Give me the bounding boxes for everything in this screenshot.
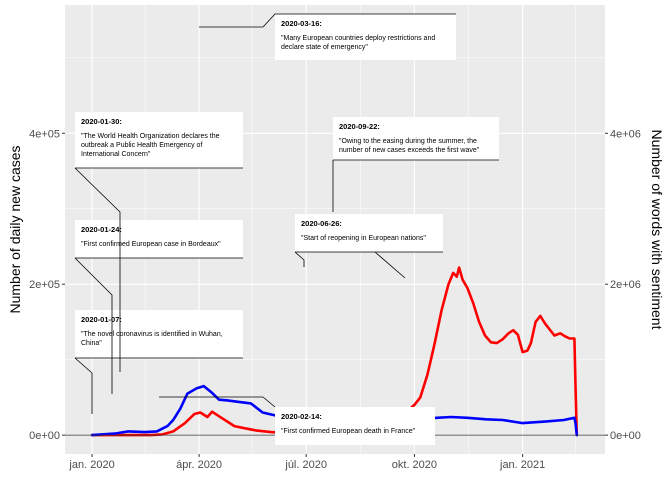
annotation-date: 2020-03-16: [281, 19, 322, 28]
annotation-text: China" [81, 340, 102, 347]
annotation-date: 2020-06-26: [301, 219, 342, 228]
annotation-box [295, 214, 443, 252]
y2-tick-label: 2e+06 [610, 279, 641, 291]
annotation-text: "First confirmed European death in Franc… [281, 428, 416, 435]
annotation-leader [74, 167, 121, 372]
annotation-date: 2020-01-30: [81, 117, 122, 126]
annotation-6: 2020-09-22: "Owing to the easing during t… [332, 117, 499, 212]
annotation-leader [74, 257, 113, 394]
x-tick-label: jan. 2021 [499, 459, 545, 471]
annotation-leader [74, 357, 93, 414]
annotation-text: outbreak a Public Health Emergency of [81, 142, 202, 149]
y-tick-label: 4e+05 [29, 128, 60, 140]
annotation-date: 2020-01-24: [81, 225, 122, 234]
annotation-text: declare state of emergency" [281, 44, 368, 51]
annotation-leader [262, 396, 276, 408]
annotation-leader [374, 251, 406, 279]
annotation-1: 2020-01-24: "First confirmed European cas… [74, 220, 243, 394]
annotation-2: 2020-01-30: "The World Health Organizatio… [74, 112, 243, 372]
annotation-leader [294, 251, 305, 267]
annotation-date: 2020-02-14: [281, 412, 322, 421]
annotation-text: "First confirmed European case in Bordea… [81, 241, 221, 248]
annotation-4: 2020-03-16: "Many European countries depl… [199, 13, 456, 60]
annotation-date: 2020-09-22: [339, 122, 380, 131]
annotation-5: 2020-06-26: "Start of reopening in Europe… [294, 214, 443, 279]
annotation-date: 2020-01-07: [81, 315, 122, 324]
y2-tick-label: 0e+00 [610, 430, 641, 442]
annotation-text: "The novel coronavirus is identified in … [81, 331, 223, 338]
annotation-text: "Owing to the easing during the summer, … [339, 138, 477, 145]
annotation-text: number of new cases exceeds the first wa… [339, 147, 480, 154]
annotation-text: "Start of reopening in European nations" [301, 235, 426, 242]
annotation-box [333, 117, 499, 160]
axes-layer: jan. 2020 ápr. 2020 júl. 2020 okt. 2020 jan.… [29, 128, 641, 471]
series-line-0 [90, 266, 579, 437]
x-tick-label: ápr. 2020 [176, 459, 222, 471]
y-tick-label: 0e+00 [29, 430, 60, 442]
annotation-box [275, 14, 456, 60]
annotation-box [275, 407, 435, 445]
y2-tick-label: 4e+06 [610, 128, 641, 140]
annotation-0: 2020-01-07: "The novel coronavirus is ide… [74, 310, 243, 414]
annotation-box [75, 310, 243, 358]
annotation-text: "Many European countries deploy restrict… [281, 35, 435, 42]
x-tick-label: jan. 2020 [68, 459, 114, 471]
annotation-leader [262, 13, 456, 28]
y2-axis-title: Number of words with sentiment [649, 130, 665, 330]
annotation-text: International Concern" [81, 151, 151, 158]
annotation-3: 2020-02-14: "First confirmed European dea… [159, 396, 435, 445]
y-axis-title: Number of daily new cases [7, 145, 23, 313]
annotation-box [75, 220, 243, 258]
y-tick-label: 2e+05 [29, 279, 60, 291]
annotation-box [75, 112, 243, 168]
x-tick-label: júl. 2020 [284, 459, 327, 471]
annotation-text: "The World Health Organization declares … [81, 133, 220, 140]
x-tick-label: okt. 2020 [392, 459, 437, 471]
annotations-layer: 2020-01-07: "The novel coronavirus is ide… [74, 13, 499, 445]
